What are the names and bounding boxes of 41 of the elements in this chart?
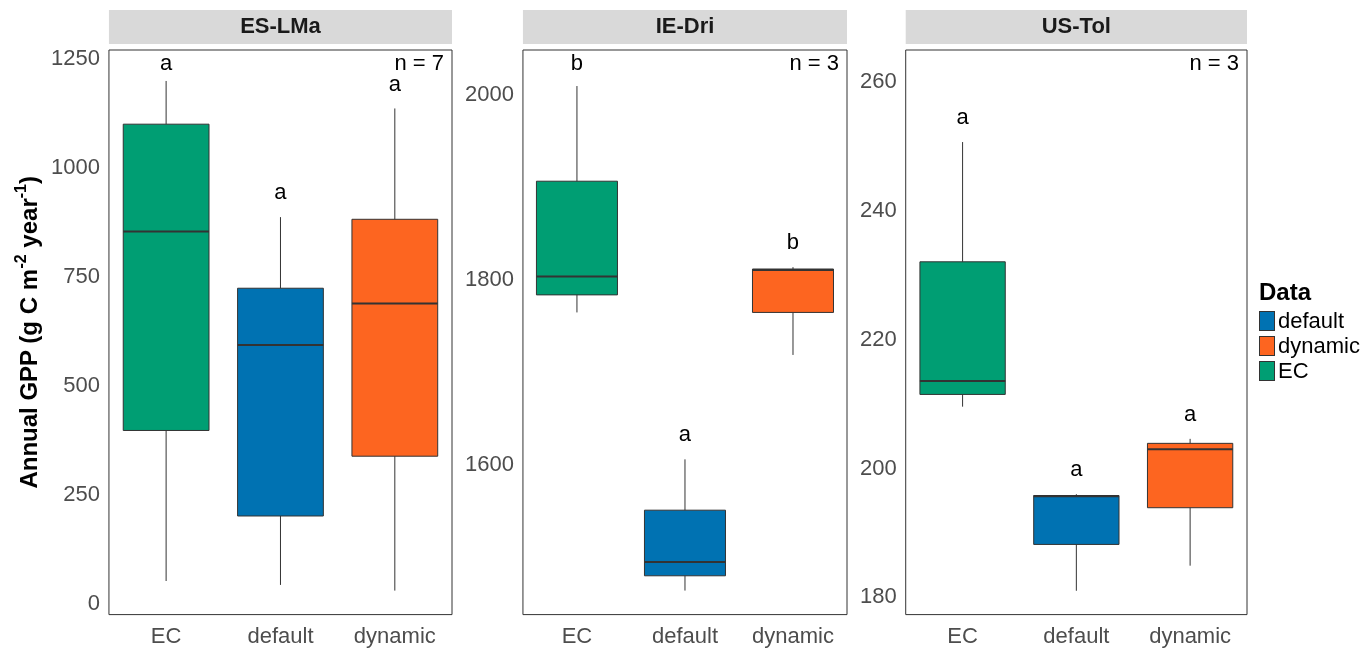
y-tick-label: 240 [859,197,897,223]
x-tick-label: default [247,622,314,648]
chart-title: IE-Dri [655,13,715,39]
y-tick-label: 250 [63,481,100,507]
chart-title: ES-LMa [240,13,322,39]
annotation: a [159,50,173,76]
chart-title: US-Tol [1041,13,1111,39]
x-tick-label: dynamic [1149,622,1232,648]
annotation: a [956,104,970,130]
y-tick-label: 1800 [464,266,514,292]
annotation: a [1070,456,1084,482]
legend-label: EC [1278,358,1309,383]
y-tick-label: 0 [87,590,100,616]
x-tick-label: default [651,622,718,648]
legend-label: default [1278,308,1345,333]
legend-label: dynamic [1278,333,1360,358]
y-tick-label: 2000 [464,81,514,107]
annotation: b [570,50,584,76]
x-tick-label: default [1043,622,1110,648]
x-tick-label: EC [150,622,182,648]
y-tick-label: 1000 [50,153,100,179]
y-tick-label: 220 [859,325,897,351]
annotation: b [786,229,800,255]
x-tick-label: EC [947,622,978,648]
y-tick-label: 1600 [464,450,514,476]
y-tick-label: 260 [859,68,897,94]
annotation: a [678,421,692,447]
y-axis-title: Annual GPP (g C m-2 year-1) [12,176,42,489]
annotation: n = 3 [1189,50,1239,76]
x-tick-label: dynamic [752,622,834,648]
y-tick-label: 500 [63,372,100,398]
annotation: n = 3 [789,50,839,76]
annotation: a [274,179,288,205]
y-tick-label: 750 [63,262,100,288]
y-tick-label: 200 [859,454,897,480]
legend-title: Data [1259,278,1313,306]
y-tick-label: 180 [859,583,897,609]
x-tick-label: dynamic [353,622,436,648]
x-tick-label: EC [561,622,593,648]
y-tick-label: 1250 [50,44,100,70]
annotation: a [1183,400,1197,426]
